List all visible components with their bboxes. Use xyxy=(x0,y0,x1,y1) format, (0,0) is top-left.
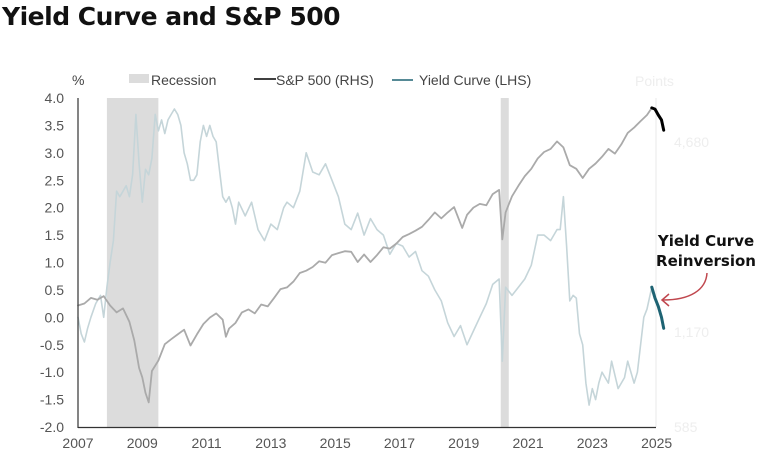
x-tick-label: 2015 xyxy=(320,435,351,451)
y-tick-label: 3.5 xyxy=(45,117,65,133)
y2-tick-label: 1,170 xyxy=(674,324,709,340)
annotation-arrow xyxy=(662,272,708,301)
y-tick-label: 1.5 xyxy=(45,227,65,243)
y2-tick-label: 585 xyxy=(674,419,698,435)
annotation-arrowhead-icon xyxy=(660,293,670,307)
y-tick-label: 4.0 xyxy=(45,90,65,106)
y-tick-label: 3.0 xyxy=(45,145,65,161)
legend-yield-label: Yield Curve (LHS) xyxy=(419,72,531,88)
recession-bands xyxy=(106,98,509,427)
x-axis-ticks: 2007 2009 2011 2013 2015 2017 2019 2021 2023 2025 xyxy=(62,435,672,451)
y-tick-label: -1.5 xyxy=(40,392,64,408)
right-axis-unit: Points xyxy=(635,73,674,89)
recession-band xyxy=(106,98,159,427)
legend-recession-label: Recession xyxy=(151,72,216,88)
x-tick-label: 2023 xyxy=(577,435,608,451)
left-axis-ticks: 4.0 3.5 3.0 2.5 2.0 1.5 1.0 0.5 0.0 -0.5 -1.0 -1.5 -… xyxy=(40,90,64,435)
yield-curve-line xyxy=(77,108,653,406)
chart-title: Yield Curve and S&P 500 xyxy=(2,2,341,31)
right-axis-ticks: 4,680 1,170 585 xyxy=(674,134,709,435)
legend-sp500-label: S&P 500 (RHS) xyxy=(276,72,374,88)
sp500-line xyxy=(77,107,653,404)
y-tick-label: -1.0 xyxy=(40,364,64,380)
annotation-line1: Yield Curve xyxy=(657,232,754,250)
x-tick-label: 2017 xyxy=(384,435,415,451)
y-tick-label: -0.5 xyxy=(40,337,64,353)
x-tick-label: 2025 xyxy=(641,435,672,451)
sp500-recent-line xyxy=(650,106,666,132)
y-tick-label: 2.5 xyxy=(45,172,65,188)
y-tick-label: 1.0 xyxy=(45,255,65,271)
legend-recession-swatch xyxy=(129,74,149,83)
y-tick-label: -2.0 xyxy=(40,419,64,435)
x-tick-label: 2011 xyxy=(192,435,222,451)
y-tick-label: 0.5 xyxy=(45,282,65,298)
x-tick-label: 2007 xyxy=(62,435,93,451)
left-axis-unit: % xyxy=(72,72,84,88)
x-tick-label: 2019 xyxy=(448,435,479,451)
legend: % Recession S&P 500 (RHS) Yield Curve (L… xyxy=(72,72,674,89)
yield-curve-recent-line xyxy=(650,285,666,330)
y-tick-label: 0.0 xyxy=(45,309,65,325)
x-tick-label: 2009 xyxy=(127,435,158,451)
y-tick-label: 2.0 xyxy=(45,200,65,216)
y2-tick-label: 4,680 xyxy=(674,134,709,150)
annotation: Yield Curve Reinversion xyxy=(656,232,756,307)
recession-band xyxy=(500,98,509,427)
annotation-line2: Reinversion xyxy=(656,252,756,270)
x-tick-label: 2021 xyxy=(512,435,543,451)
series-lines xyxy=(77,106,666,406)
x-tick-label: 2013 xyxy=(255,435,286,451)
